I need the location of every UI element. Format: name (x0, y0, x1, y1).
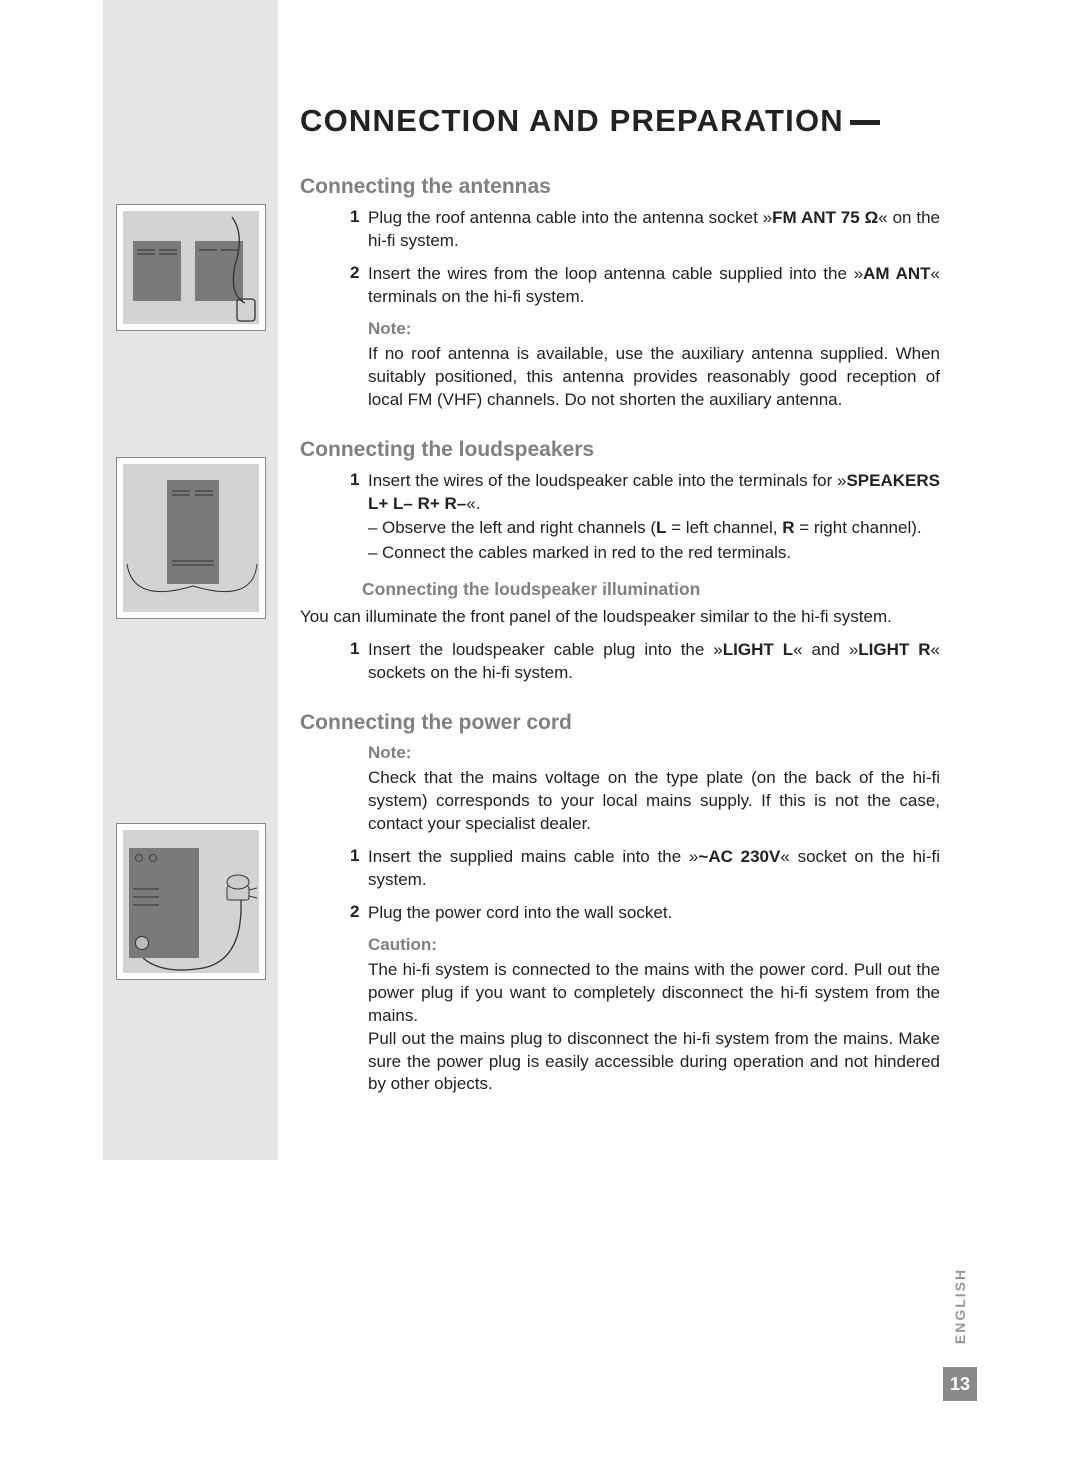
section-heading: Connecting the power cord (300, 711, 940, 735)
list-text: Insert the wires of the loudspeaker cabl… (368, 470, 940, 566)
list-number: 1 (350, 207, 368, 253)
language-tab: ENGLISH (943, 1251, 977, 1361)
list-item: 2 Insert the wires from the loop antenna… (300, 263, 940, 309)
sub-text: Connect the cables marked in red to the … (382, 542, 791, 565)
subsection-heading: Connecting the loudspeaker illumination (362, 579, 940, 600)
figure-power (116, 823, 266, 980)
list-item: 1 Insert the supplied mains cable into t… (300, 846, 940, 892)
list-item: 1 Insert the loudspeaker cable plug into… (300, 639, 940, 685)
language-label: ENGLISH (952, 1268, 968, 1344)
figure-bg (123, 464, 259, 612)
list-text: Insert the supplied mains cable into the… (368, 846, 940, 892)
cable-icon (123, 464, 261, 614)
list-number: 1 (350, 639, 368, 685)
note-label: Note: (368, 319, 940, 339)
caution-label: Caution: (368, 935, 940, 955)
figure-loudspeaker (116, 457, 266, 619)
antenna-icon (227, 215, 257, 325)
power-cable-icon (123, 830, 261, 975)
list-text: Plug the power cord into the wall socket… (368, 902, 672, 925)
list-text: Insert the loudspeaker cable plug into t… (368, 639, 940, 685)
page-number: 13 (943, 1367, 977, 1401)
list-number: 1 (350, 470, 368, 566)
sub-text: Observe the left and right channels (L =… (382, 517, 922, 540)
list-number: 2 (350, 263, 368, 309)
caution-text: Pull out the mains plug to disconnect th… (368, 1028, 940, 1097)
content-area: Connecting the antennas 1 Plug the roof … (300, 175, 940, 1122)
title-dash-icon (850, 120, 880, 125)
section-heading: Connecting the antennas (300, 175, 940, 199)
page-title: CONNECTION AND PREPARATION (300, 103, 880, 139)
figure-bg (123, 830, 259, 973)
list-item: 2 Plug the power cord into the wall sock… (300, 902, 940, 925)
note-label: Note: (368, 743, 940, 763)
note-text: Check that the mains voltage on the type… (368, 767, 940, 836)
section-heading: Connecting the loudspeakers (300, 438, 940, 462)
section-power: Connecting the power cord Note: Check th… (300, 711, 940, 1096)
section-antennas: Connecting the antennas 1 Plug the roof … (300, 175, 940, 412)
list-item: 1 Insert the wires of the loudspeaker ca… (300, 470, 940, 566)
figure-antenna (116, 204, 266, 331)
note-text: If no roof antenna is available, use the… (368, 343, 940, 412)
section-loudspeakers: Connecting the loudspeakers 1 Insert the… (300, 438, 940, 686)
list-item: 1 Plug the roof antenna cable into the a… (300, 207, 940, 253)
list-number: 2 (350, 902, 368, 925)
page-number-text: 13 (950, 1374, 970, 1395)
plain-text: You can illuminate the front panel of th… (300, 606, 940, 629)
page-title-text: CONNECTION AND PREPARATION (300, 103, 844, 138)
caution-text: The hi-fi system is connected to the mai… (368, 959, 940, 1028)
list-text-span: Insert the wires of the loudspeaker cabl… (368, 471, 940, 513)
list-text: Plug the roof antenna cable into the ant… (368, 207, 940, 253)
figure-bg (123, 211, 259, 324)
list-number: 1 (350, 846, 368, 892)
list-text: Insert the wires from the loop antenna c… (368, 263, 940, 309)
device-icon (133, 241, 181, 301)
